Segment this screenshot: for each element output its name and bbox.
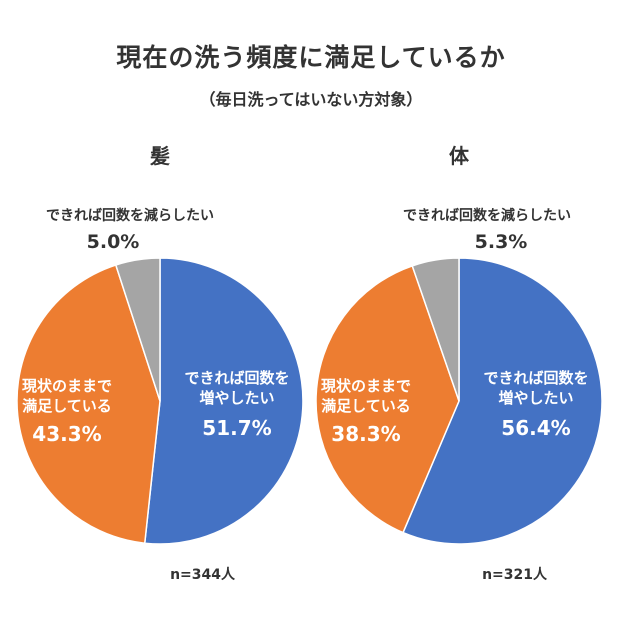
pie-slice-body-2 bbox=[411, 257, 460, 402]
page-subtitle: （毎日洗ってはいない方対象） bbox=[199, 90, 423, 109]
pie-slice-hair-0 bbox=[143, 257, 304, 545]
slice-label-hair-2-line0: できれば回数を減らしたい bbox=[46, 207, 214, 224]
slice-label-body-1-line1: 満足している bbox=[321, 397, 411, 415]
slice-value-hair-2: 5.0% bbox=[87, 231, 140, 253]
slice-label-hair-1-line1: 満足している bbox=[22, 397, 112, 415]
chart-title-body: 体 bbox=[449, 144, 470, 168]
pie-slice-body-1 bbox=[315, 264, 460, 534]
slice-value-body-2: 5.3% bbox=[475, 231, 528, 253]
slice-value-body-0: 56.4% bbox=[501, 416, 570, 440]
slice-value-hair-0: 51.7% bbox=[202, 416, 271, 440]
page-title: 現在の洗う頻度に満足しているか bbox=[116, 43, 506, 72]
slice-value-body-1: 38.3% bbox=[331, 422, 400, 446]
pie-slice-hair-2 bbox=[114, 257, 161, 402]
slice-label-hair-1-line0: 現状のままで bbox=[22, 377, 112, 395]
sample-size-hair: n=344人 bbox=[170, 566, 236, 583]
slice-label-body-0-line0: できれば回数を bbox=[483, 369, 588, 387]
pie-slice-body-0 bbox=[402, 257, 603, 545]
slice-label-hair-0-line0: できれば回数を bbox=[184, 369, 289, 387]
slice-value-hair-1: 43.3% bbox=[32, 422, 101, 446]
slice-label-body-2-line0: できれば回数を減らしたい bbox=[403, 207, 571, 224]
chart-title-hair: 髪 bbox=[149, 144, 170, 168]
slice-label-body-0-line1: 増やしたい bbox=[498, 389, 573, 407]
sample-size-body: n=321人 bbox=[482, 566, 548, 583]
slice-label-body-1-line0: 現状のままで bbox=[321, 377, 411, 395]
pie-slice-hair-1 bbox=[16, 264, 161, 545]
slice-label-hair-0-line1: 増やしたい bbox=[199, 389, 274, 407]
